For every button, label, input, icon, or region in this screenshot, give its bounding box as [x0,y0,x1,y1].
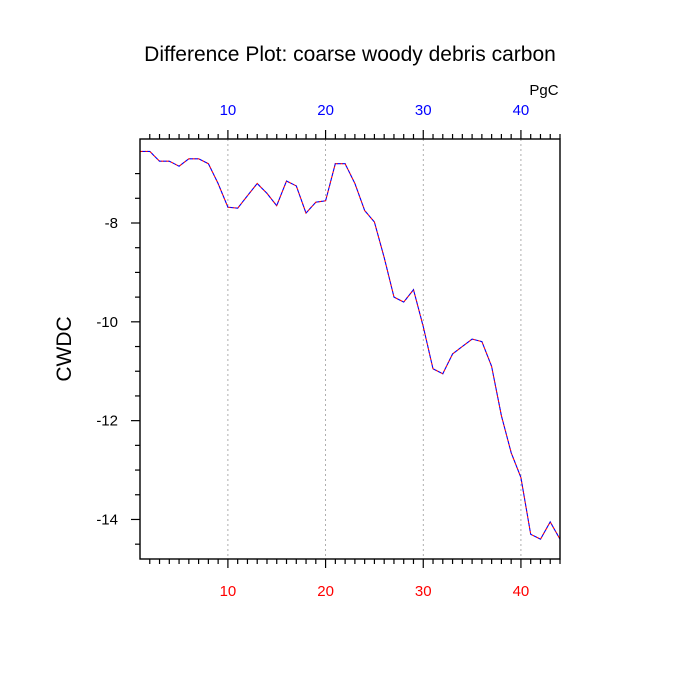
y-tick-label: -14 [96,511,118,528]
x-tick-label-bottom: 20 [317,583,334,600]
y-axis-label: CWDC [53,316,76,381]
x-tick-label-top: 40 [513,102,530,119]
x-tick-label-top: 10 [220,102,237,119]
tick-labels: 10 10 20 20 30 30 40 40 -8 -10 -12 -14 [96,102,529,600]
data-series [140,150,561,540]
series-line-red [140,150,561,540]
x-tick-label-top: 30 [415,102,432,119]
x-tick-label-bottom: 30 [415,583,432,600]
series-line-blue [140,150,561,540]
x-tick-label-top: 20 [317,102,334,119]
y-tick-label: -8 [105,215,118,232]
x-tick-label-bottom: 40 [513,583,530,600]
y-tick-label: -12 [96,413,118,430]
chart-title: Difference Plot: coarse woody debris car… [144,43,556,66]
plot-frame [139,138,561,560]
grid-lines [227,139,522,559]
axis-ticks [131,130,561,568]
x-tick-label-bottom: 10 [220,583,237,600]
y-tick-label: -10 [96,314,118,331]
unit-label: PgC [529,82,558,99]
